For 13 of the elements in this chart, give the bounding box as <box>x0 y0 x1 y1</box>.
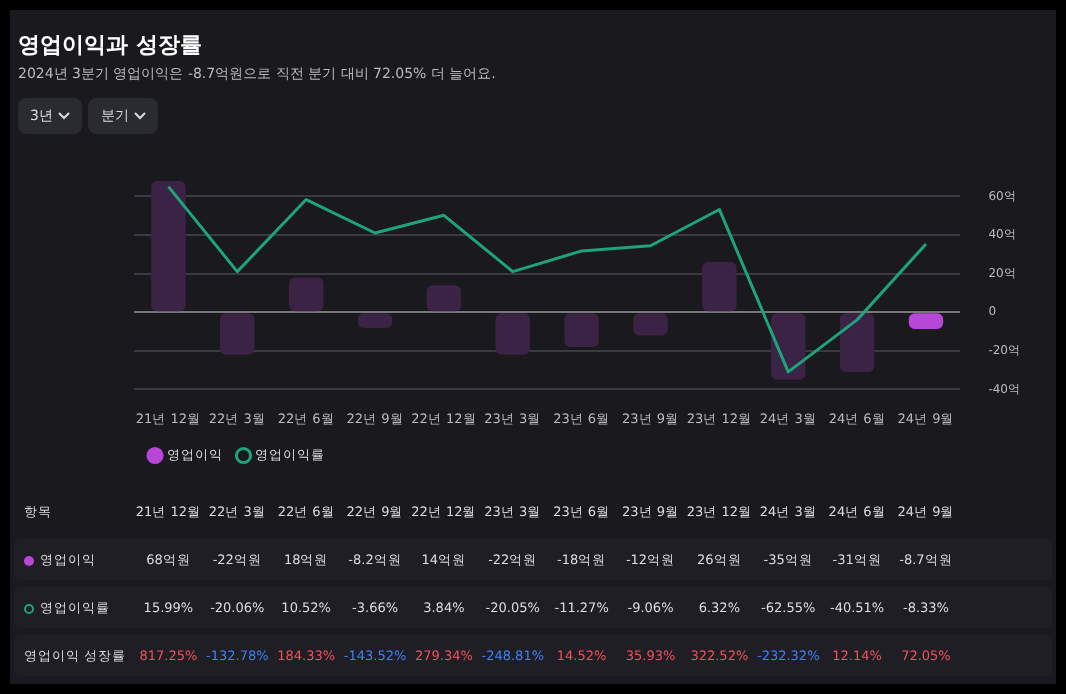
bar <box>288 277 324 312</box>
bar <box>839 313 875 373</box>
bar <box>357 313 393 329</box>
bar <box>908 313 944 330</box>
bar <box>220 313 255 355</box>
bar <box>426 285 462 312</box>
bar <box>633 313 668 336</box>
chart-title: 영업이익과 성장률 <box>18 30 202 60</box>
bar <box>564 313 599 347</box>
bar <box>495 313 530 355</box>
bar <box>151 181 186 312</box>
bar <box>771 313 806 380</box>
bar <box>702 262 737 312</box>
